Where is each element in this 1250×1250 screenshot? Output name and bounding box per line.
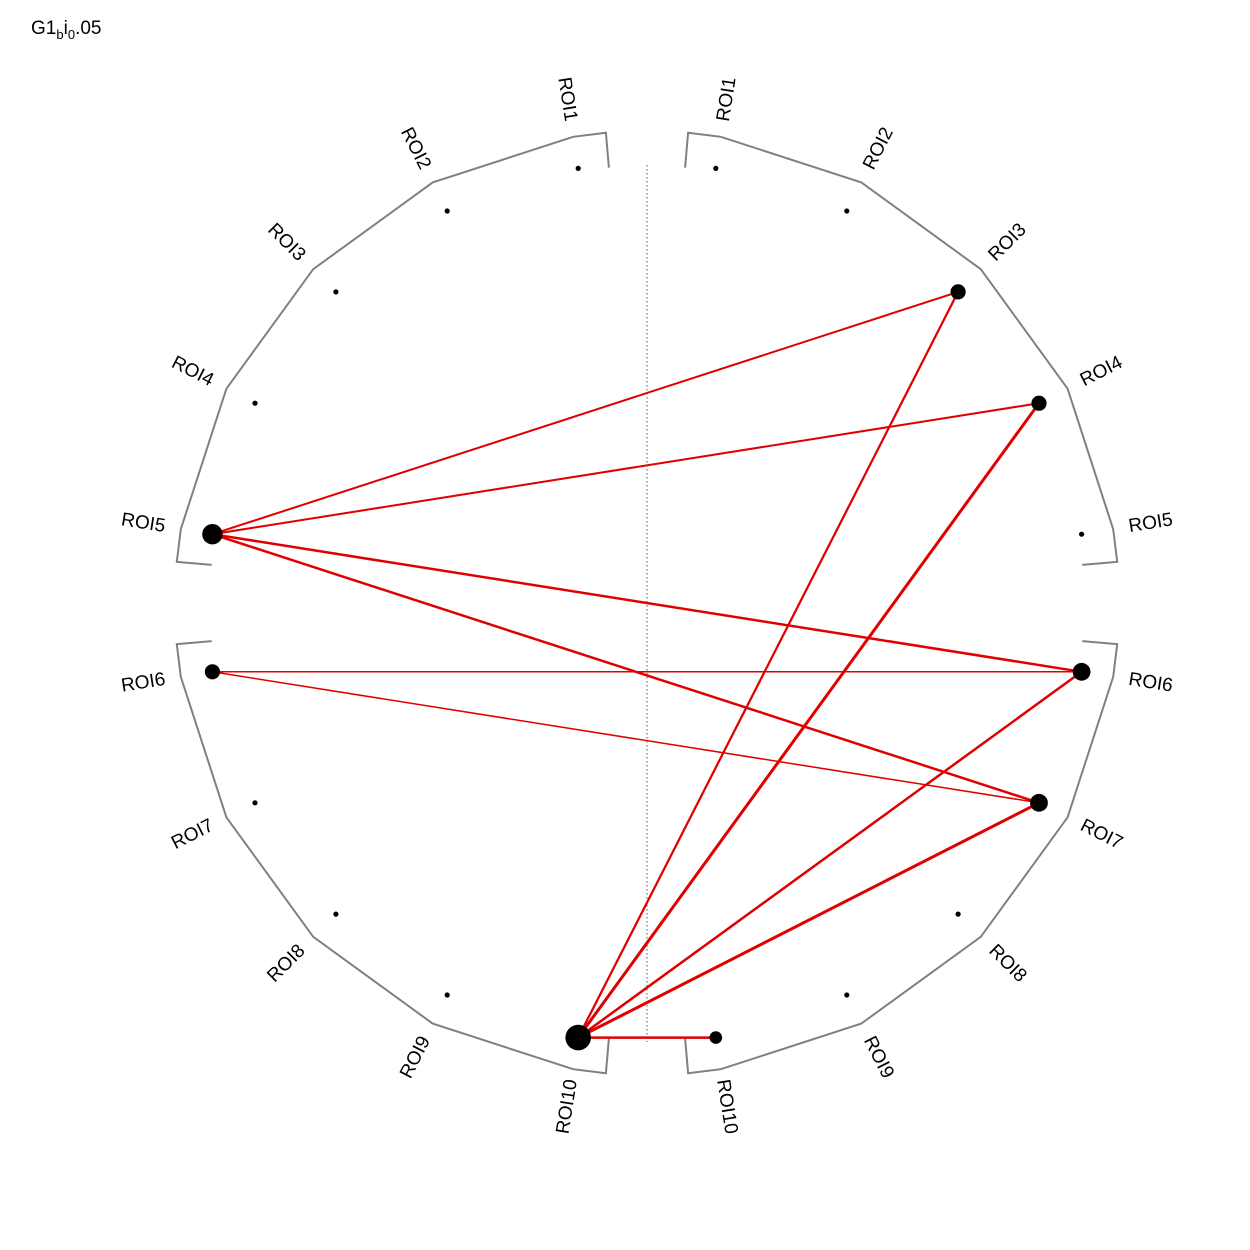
node-r1 [713, 165, 719, 171]
edge-l10-r6 [576, 670, 1083, 1039]
left-label-roi1: ROI1 [553, 76, 581, 123]
node-r4 [1031, 395, 1047, 411]
left-label-roi9: ROI9 [396, 1033, 435, 1082]
node-l5 [202, 524, 223, 545]
node-l9 [444, 992, 450, 998]
connection-edges [211, 290, 1083, 1040]
node-r8 [955, 911, 961, 917]
right-label-roi8: ROI8 [984, 940, 1030, 986]
node-r9 [844, 992, 850, 998]
node-l3 [333, 289, 339, 295]
edge-l5-r4 [211, 402, 1040, 536]
right-label-roi2: ROI2 [859, 124, 898, 173]
node-l1 [575, 165, 581, 171]
edge-l5-r6 [211, 532, 1083, 674]
node-l10 [565, 1024, 591, 1051]
right-lower-bracket [684, 640, 1119, 1075]
edge-l5-r3 [211, 290, 960, 536]
node-r5 [1079, 531, 1085, 537]
figure-title: G1bi0.05 [31, 18, 102, 42]
node-r3 [950, 284, 966, 300]
left-label-roi4: ROI4 [168, 352, 217, 391]
right-label-roi4: ROI4 [1077, 352, 1126, 391]
edge-l10-r3 [577, 290, 960, 1039]
right-upper-bracket [684, 131, 1119, 566]
left-lower-bracket [175, 640, 610, 1075]
roi-nodes [202, 165, 1091, 1051]
left-label-roi2: ROI2 [396, 124, 435, 173]
edge-l6-r7 [211, 671, 1040, 804]
right-label-roi7: ROI7 [1077, 815, 1126, 854]
edge-l10-r7 [576, 801, 1041, 1040]
hemisphere-brackets [175, 131, 1119, 1075]
left-label-roi3: ROI3 [263, 219, 309, 265]
node-l4 [252, 400, 258, 406]
right-label-roi6: ROI6 [1127, 669, 1174, 697]
edge-l10-r4 [576, 401, 1041, 1040]
left-upper-bracket [175, 131, 610, 566]
edge-l5-r7 [211, 532, 1041, 805]
right-label-roi3: ROI3 [984, 219, 1030, 265]
right-label-roi5: ROI5 [1127, 509, 1174, 537]
left-label-roi7: ROI7 [168, 815, 217, 854]
left-label-roi10: ROI10 [553, 1078, 582, 1136]
right-label-roi1: ROI1 [713, 76, 741, 123]
right-label-roi10: ROI10 [712, 1078, 741, 1136]
node-r2 [844, 208, 850, 214]
node-l8 [333, 911, 339, 917]
node-r7 [1030, 793, 1048, 812]
right-label-roi9: ROI9 [859, 1033, 898, 1082]
node-l7 [252, 800, 258, 806]
node-r6 [1072, 662, 1091, 681]
node-l6 [204, 664, 220, 680]
node-r10 [709, 1031, 723, 1044]
left-label-roi6: ROI6 [120, 669, 167, 697]
left-label-roi5: ROI5 [120, 509, 167, 537]
node-l2 [444, 208, 450, 214]
left-label-roi8: ROI8 [263, 940, 309, 986]
